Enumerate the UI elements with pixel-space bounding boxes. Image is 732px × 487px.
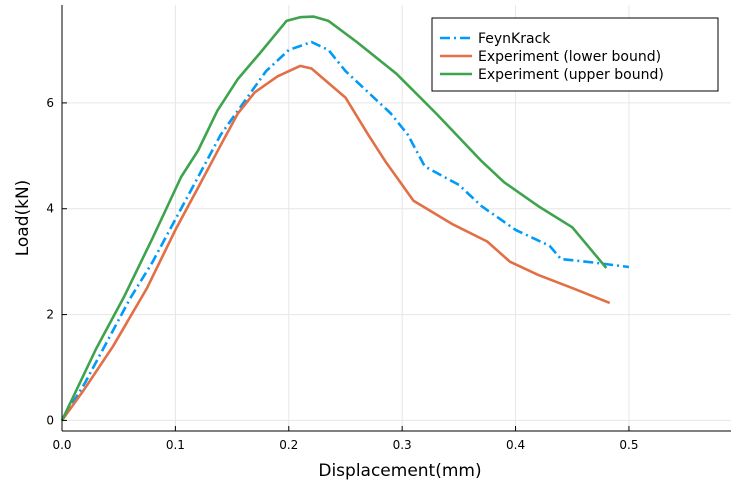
legend-box xyxy=(431,17,719,92)
tick-labels: 0.0 0.1 0.2 0.3 0.4 0.5 0 2 4 6 xyxy=(46,96,638,452)
y-tick-label: 6 xyxy=(46,96,54,110)
y-axis-label: Load(kN) xyxy=(13,180,33,257)
series-lines xyxy=(60,15,630,422)
x-tick-label: 0.4 xyxy=(506,438,525,452)
legend: FeynKrack Experiment (lower bound) Experim… xyxy=(431,17,719,92)
x-tick-label: 0.3 xyxy=(393,438,412,452)
x-axis-label: Displacement(mm) xyxy=(318,461,481,481)
series-line-0 xyxy=(60,40,630,422)
y-tick-label: 2 xyxy=(46,308,54,322)
legend-label: Experiment (upper bound) xyxy=(478,67,664,83)
axes xyxy=(61,5,731,432)
x-tick-label: 0.5 xyxy=(619,438,638,452)
x-tick-label: 0.2 xyxy=(279,438,298,452)
x-tick-label: 0.0 xyxy=(52,438,71,452)
series-line-2 xyxy=(60,15,608,421)
legend-label: FeynKrack xyxy=(478,31,551,47)
y-tick-label: 0 xyxy=(46,413,54,427)
legend-label: Experiment (lower bound) xyxy=(478,49,661,65)
x-tick-label: 0.1 xyxy=(166,438,185,452)
y-tick-label: 4 xyxy=(46,202,54,216)
series-line-1 xyxy=(60,64,611,422)
